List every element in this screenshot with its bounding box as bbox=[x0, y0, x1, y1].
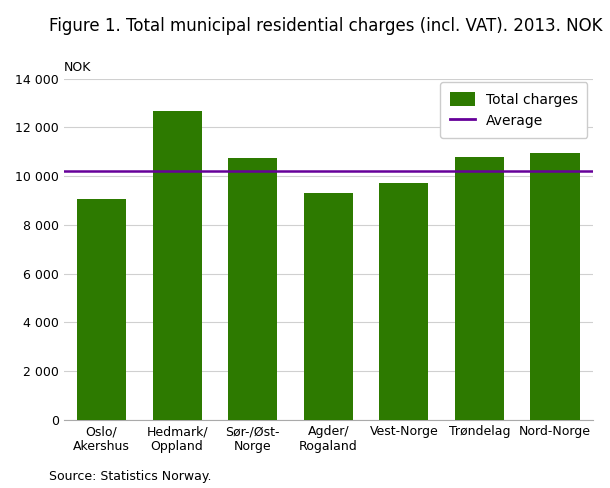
Bar bbox=[531, 153, 580, 420]
Text: NOK: NOK bbox=[63, 61, 91, 74]
Bar bbox=[77, 199, 126, 420]
Bar bbox=[455, 157, 504, 420]
Bar bbox=[152, 111, 202, 420]
Bar bbox=[379, 183, 428, 420]
Bar bbox=[228, 158, 277, 420]
Legend: Total charges, Average: Total charges, Average bbox=[440, 82, 587, 138]
Text: Figure 1. Total municipal residential charges (incl. VAT). 2013. NOK: Figure 1. Total municipal residential ch… bbox=[49, 17, 602, 35]
Text: Source: Statistics Norway.: Source: Statistics Norway. bbox=[49, 470, 211, 483]
Bar bbox=[304, 193, 353, 420]
